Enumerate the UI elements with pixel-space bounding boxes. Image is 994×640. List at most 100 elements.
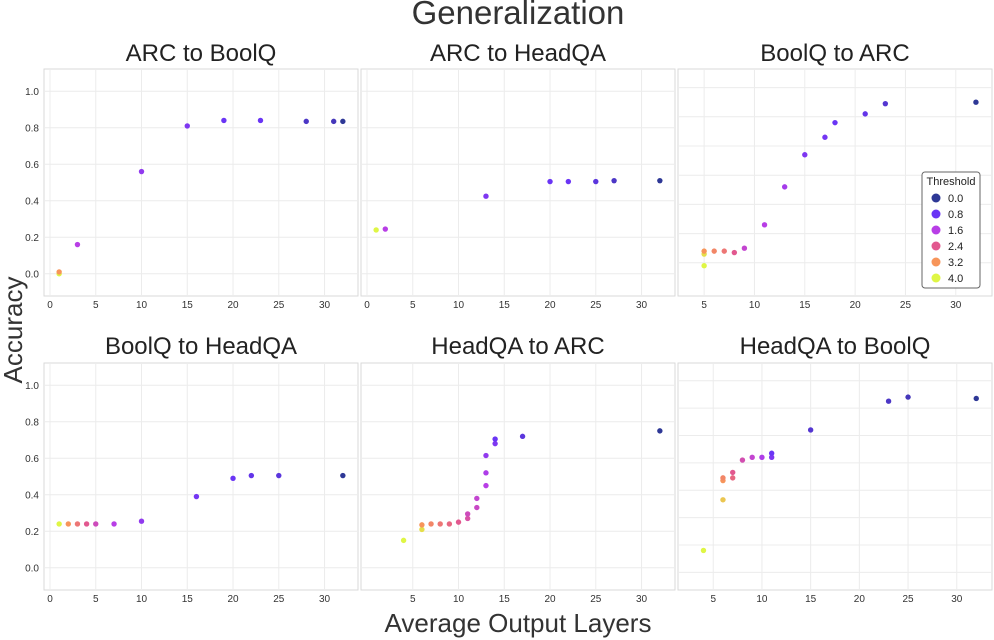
data-point [492, 436, 498, 442]
data-point [565, 178, 572, 185]
data-point [193, 493, 200, 500]
data-point [832, 119, 838, 126]
data-point [822, 134, 828, 140]
x-tick-label: 20 [854, 594, 866, 605]
x-tick-label: 5 [410, 300, 416, 311]
data-point [93, 521, 99, 527]
legend-label: 0.8 [948, 209, 963, 221]
x-tick-label: 10 [453, 300, 465, 311]
data-point [731, 249, 738, 256]
legend-label: 2.4 [948, 241, 963, 253]
data-point [138, 518, 145, 524]
data-point [700, 547, 707, 554]
data-point [657, 177, 663, 184]
legend-marker [931, 241, 941, 251]
data-point [303, 118, 309, 125]
data-point [464, 511, 471, 517]
x-tick-label: 15 [182, 300, 194, 311]
data-point [74, 521, 81, 527]
y-tick-label: 0.4 [25, 490, 39, 501]
data-point [65, 521, 72, 527]
x-tick-label: 25 [590, 594, 602, 605]
y-tick-label: 0.2 [25, 527, 39, 538]
y-tick-label: 0.0 [25, 269, 39, 280]
plot-area [43, 68, 359, 297]
data-point [483, 482, 489, 489]
x-tick-label: 30 [951, 594, 963, 605]
data-point [437, 521, 443, 527]
data-point [701, 248, 707, 254]
subplot-title: BoolQ to ARC [760, 40, 909, 67]
x-tick-label: 20 [544, 300, 556, 311]
data-point [184, 123, 190, 129]
x-tick-label: 5 [710, 594, 716, 605]
data-point [340, 472, 346, 479]
legend-label: 4.0 [948, 273, 963, 285]
data-point [474, 504, 480, 511]
data-point [455, 519, 462, 525]
x-tick-label: 25 [273, 594, 285, 605]
data-point [483, 193, 489, 199]
x-tick-label: 0 [47, 300, 53, 311]
x-tick-label: 5 [701, 300, 707, 311]
data-point [741, 245, 748, 251]
y-tick-label: 1.0 [25, 381, 39, 392]
data-point [373, 227, 379, 233]
x-tick-label: 20 [227, 594, 239, 605]
x-tick-label: 20 [227, 300, 239, 311]
x-tick-label: 25 [900, 300, 912, 311]
y-tick-label: 1.0 [25, 87, 39, 98]
data-point [730, 475, 736, 481]
subplot-6: HeadQA to BoolQ 5 10 15 20 25 30 [677, 333, 993, 605]
data-point [882, 100, 889, 107]
data-point [483, 452, 489, 459]
data-point [807, 427, 814, 433]
data-point [446, 521, 453, 527]
plot-area [677, 362, 993, 591]
data-point [111, 521, 117, 527]
legend-marker [931, 209, 941, 219]
y-tick-label: 0.8 [25, 123, 39, 134]
x-tick-label: 5 [93, 300, 99, 311]
figure-suptitle: Generalization [412, 0, 625, 31]
data-point [720, 475, 726, 481]
data-point [276, 472, 282, 479]
data-point [802, 152, 808, 158]
x-tick-label: 0 [364, 300, 370, 311]
data-point [701, 263, 707, 269]
y-tick-label: 0.0 [25, 563, 39, 574]
x-tick-label: 15 [499, 594, 511, 605]
x-tick-label: 15 [799, 300, 811, 311]
x-tick-label: 30 [636, 594, 648, 605]
data-point [711, 248, 717, 254]
plot-area [360, 362, 676, 591]
data-point [749, 454, 755, 461]
data-point [739, 457, 746, 463]
data-point [593, 178, 599, 185]
data-point [248, 472, 255, 479]
data-point [56, 269, 62, 275]
data-point [862, 111, 868, 117]
data-point [83, 521, 90, 527]
x-tick-label: 30 [950, 300, 962, 311]
x-tick-label: 10 [453, 594, 465, 605]
data-point [519, 433, 526, 440]
subplot-title: ARC to BoolQ [126, 40, 277, 67]
x-axis-label: Average Output Layers [385, 608, 652, 638]
data-point [428, 521, 434, 527]
legend-marker [931, 225, 941, 235]
y-tick-label: 0.2 [25, 233, 39, 244]
x-tick-label: 0 [47, 594, 53, 605]
y-axis-label: Accuracy [0, 277, 28, 384]
data-point [730, 469, 736, 476]
legend-label: 0.0 [948, 193, 963, 205]
y-tick-label: 0.4 [25, 196, 39, 207]
subplot-1: ARC to BoolQ 0 5 10 15 20 25 30 0.0 0.2 0.4 0.6 0.8 1… [25, 40, 359, 311]
x-tick-label: 5 [410, 594, 416, 605]
data-point [419, 526, 425, 533]
subplot-5: HeadQA to ARC 5 10 15 20 25 30 [360, 333, 676, 605]
data-point [905, 394, 911, 400]
x-tick-label: 30 [636, 300, 648, 311]
data-point [221, 117, 227, 124]
